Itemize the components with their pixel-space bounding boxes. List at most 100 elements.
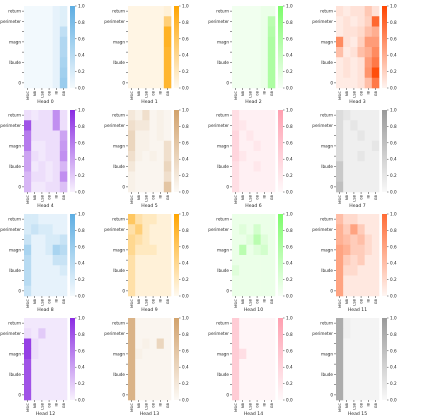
x-tick-label: NB [345, 90, 349, 96]
heatmap-cell [135, 318, 143, 329]
heatmap-cell [128, 171, 136, 183]
heatmap-cell [45, 328, 53, 339]
heatmap-cell [350, 26, 358, 38]
colorbar-tick-label: 0.2 [78, 381, 85, 386]
heatmap-cell [135, 67, 143, 79]
heatmap-cell [59, 26, 68, 38]
y-tick-label: 0 [226, 184, 229, 189]
y-tick-label: magn [321, 143, 333, 148]
colorbar-tick-label: 0.0 [286, 86, 293, 91]
heatmap-cell [343, 47, 351, 58]
heatmap-cell [38, 6, 46, 17]
colorbar-tick-label: 0.8 [390, 124, 397, 129]
x-tick-label: LSB [352, 298, 356, 305]
heatmap-cell [59, 151, 68, 162]
heatmap-cell [350, 318, 358, 329]
panel-title: Head 5 [141, 203, 157, 209]
heatmap-cell [267, 318, 276, 329]
heatmap-cell [350, 181, 358, 193]
heatmap-cell [142, 379, 150, 391]
heatmap-cell [357, 379, 365, 391]
heatmap-cell [246, 77, 254, 89]
heatmap-cell [267, 285, 276, 297]
heatmap-cell [135, 26, 143, 38]
heatmap-cell [246, 359, 254, 370]
y-tick-label: return [320, 321, 333, 326]
heatmap-panel: return perimeter magn Ibude 0 MSIC NB LSB 0B IB GB… [312, 316, 397, 418]
heatmap-cell [52, 275, 61, 287]
heatmap-cell [260, 26, 269, 38]
heatmap-cell [52, 379, 61, 391]
heatmap-panel: return perimeter magn Ibude 0 MSIC NB LSB 0B IB GB… [0, 212, 85, 314]
heatmap-cell [232, 338, 240, 350]
heatmap-cell [371, 110, 380, 121]
heatmap-cell [357, 140, 365, 152]
heatmap-cell [260, 265, 269, 276]
x-tick-label: LSB [40, 90, 44, 97]
x-tick-label: MSIC [26, 91, 30, 100]
heatmap-cell [142, 36, 150, 48]
heatmap-cell [232, 151, 240, 162]
heatmap-cell [45, 369, 53, 380]
heatmap-cell [246, 120, 254, 131]
heatmap-cell [246, 36, 254, 48]
heatmap-cell [343, 285, 351, 297]
colorbar [382, 318, 387, 400]
heatmap-cell [45, 140, 53, 152]
heatmap-cell [350, 161, 358, 172]
heatmap-cell [45, 244, 53, 256]
heatmap-cell [371, 359, 380, 370]
heatmap-cell [38, 244, 46, 256]
heatmap-cell [239, 16, 247, 27]
heatmap-cell [239, 234, 247, 246]
heatmap-cell [52, 67, 61, 79]
y-tick-label: 0 [226, 80, 229, 85]
heatmap-cell [38, 16, 46, 27]
heatmap-cell [38, 77, 46, 89]
heatmap-cell [24, 47, 32, 58]
heatmap-cell [45, 181, 53, 193]
heatmap-cell [357, 161, 365, 172]
colorbar-tick-label: 0.8 [182, 124, 189, 129]
heatmap-cell [350, 338, 358, 350]
x-tick-label: MSIC [130, 195, 134, 204]
heatmap-cell [128, 151, 136, 162]
y-tick-label: Ibude [321, 164, 333, 169]
heatmap-cell [45, 77, 53, 89]
heatmap-cell [31, 255, 39, 266]
panel-title: Head 6 [245, 203, 261, 209]
heatmap-cell [142, 285, 150, 297]
heatmap-cell [156, 214, 165, 225]
heatmap-cell [371, 47, 380, 58]
heatmap-cell [52, 161, 61, 172]
heatmap-cell [267, 224, 276, 235]
heatmap-cell [350, 36, 358, 48]
heatmap-cell [253, 47, 261, 58]
heatmap-cell [52, 234, 61, 246]
heatmap-cell [128, 36, 136, 48]
colorbar-tick-label: 0.8 [286, 228, 293, 233]
heatmap-cell [371, 181, 380, 193]
heatmap-cell [149, 244, 157, 256]
heatmap-cell [343, 26, 351, 38]
heatmap-cell [149, 57, 157, 68]
heatmap-cell [59, 265, 68, 276]
y-tick-label: perimeter [0, 123, 21, 128]
heatmap-cell [156, 328, 165, 339]
heatmap-cell [52, 285, 61, 297]
x-tick-label: GB [270, 402, 274, 408]
heatmap-cell [38, 57, 46, 68]
heatmap-cell [260, 389, 269, 401]
heatmap-cell [350, 328, 358, 339]
heatmap-cell [31, 171, 39, 183]
heatmap-cell [128, 67, 136, 79]
y-tick-label: magn [113, 39, 125, 44]
heatmap-cell [343, 110, 351, 121]
heatmap-cell [142, 214, 150, 225]
heatmap-cell [142, 171, 150, 183]
y-tick-label: 0 [330, 392, 333, 397]
heatmap-cell [364, 57, 373, 68]
heatmap-cell [357, 36, 365, 48]
x-tick-label: GB [62, 90, 66, 96]
heatmap-cell [343, 120, 351, 131]
